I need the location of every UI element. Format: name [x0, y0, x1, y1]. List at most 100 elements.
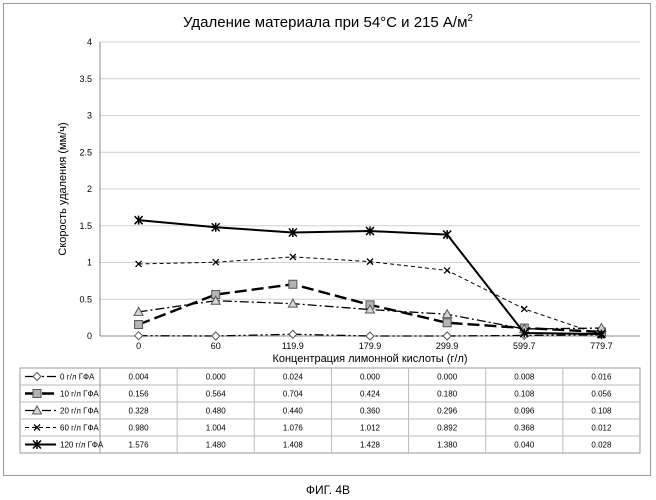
data-point-star: [211, 222, 221, 232]
marker-shape: [288, 279, 298, 289]
legend-key: [25, 424, 56, 431]
data-table: 0 г/л ГФА 0.004 0.000 0.024 0.000 0.000 0.008 0…: [19, 367, 641, 454]
data-point-diamond: [32, 371, 42, 382]
table-cell-value: 1.380: [437, 441, 458, 450]
table-cell-value: 0.056: [591, 390, 612, 399]
table-cell-value: 0.180: [437, 390, 458, 399]
x-tick-label: 0: [136, 341, 141, 351]
data-point-triangle: [441, 308, 453, 319]
data-point-triangle: [210, 295, 222, 305]
data-point-diamond: [442, 331, 452, 341]
table-cell-value: 1.576: [129, 441, 150, 450]
table-cell-value: 0.004: [129, 373, 150, 382]
y-tick-label: 0.5: [79, 294, 92, 304]
marker-shape: [596, 329, 606, 339]
marker-shape: [519, 328, 529, 338]
series-3: [135, 253, 605, 339]
legend-series-name: 20 г/л ГФА: [60, 407, 99, 416]
data-point-star: [519, 328, 529, 338]
y-axis-label: Скорость удаления (мм/ч): [57, 122, 69, 255]
y-tick-label: 2.5: [79, 147, 92, 157]
table-cell-value: 0.108: [591, 407, 612, 416]
data-point-square: [442, 318, 452, 328]
data-point-star: [134, 215, 144, 225]
table-cell-value: 0.296: [437, 407, 458, 416]
table-row: 0 г/л ГФА 0.004 0.000 0.024 0.000 0.000 0.008 0…: [25, 371, 612, 382]
table-cell-value: 0.480: [206, 407, 227, 416]
data-point-triangle: [287, 298, 299, 308]
table-cell-value: 0.704: [283, 390, 304, 399]
table-row: 20 г/л ГФА 0.328 0.480 0.440 0.360 0.296 0.096…: [25, 404, 612, 416]
series-0: [133, 329, 607, 341]
table-cell-value: 0.008: [514, 373, 535, 382]
data-point-triangle: [133, 306, 144, 316]
legend-series-name: 60 г/л ГФА: [60, 424, 99, 433]
data-point-star: [442, 230, 452, 240]
table-cell-value: 0.000: [206, 373, 227, 382]
data-point-x: [135, 260, 143, 268]
y-tick-label: 1.5: [79, 221, 92, 231]
x-axis-label: Концентрация лимонной кислоты (г/л): [272, 353, 467, 365]
marker-shape: [32, 389, 42, 398]
table-cell-value: 1.408: [283, 441, 304, 450]
series-line: [138, 256, 602, 336]
data-point-x: [289, 253, 297, 261]
data-point-x: [366, 258, 374, 266]
y-tick-label: 3: [87, 111, 92, 121]
data-point-star: [365, 226, 375, 236]
legend-series-name: 0 г/л ГФА: [60, 373, 95, 382]
chart-title-text: Удаление материала при 54°С и 215 А/м: [183, 14, 467, 31]
data-point-star: [596, 329, 606, 339]
marker-shape: [441, 308, 453, 319]
marker-shape: [520, 305, 528, 313]
table-cell-value: 0.040: [514, 441, 535, 450]
data-point-x: [33, 424, 41, 431]
data-table-border: [19, 367, 641, 454]
table-cell-value: 0.012: [591, 424, 612, 433]
marker-shape: [32, 371, 42, 382]
table-cell-value: 0.328: [129, 407, 150, 416]
legend-key: [25, 404, 56, 415]
table-cell-value: 0.440: [283, 407, 304, 416]
marker-shape: [134, 215, 144, 225]
marker-shape: [212, 258, 220, 266]
table-cell-value: 0.368: [514, 424, 535, 433]
marker-shape: [287, 298, 299, 308]
table-cell-value: 1.076: [283, 424, 304, 433]
table-cell-value: 1.428: [360, 441, 381, 450]
table-cell-value: 0.016: [591, 373, 612, 382]
legend-key: [25, 371, 56, 382]
chart-frame: [3, 3, 651, 476]
chart-title: Удаление материала при 54°С и 215 А/м2: [183, 13, 473, 31]
data-point-triangle: [364, 304, 376, 314]
marker-shape: [133, 330, 144, 341]
x-tick-label: 119.9: [282, 341, 304, 351]
legend-series-name: 120 г/л ГФА: [60, 441, 104, 450]
y-tick-label: 0: [87, 331, 92, 341]
y-tick-label: 1: [87, 258, 92, 268]
table-row: 60 г/л ГФА 0.980 1.004 1.076 1.012 0.892 0.368…: [25, 424, 612, 433]
table-cell-value: 1.004: [206, 424, 227, 433]
data-point-diamond: [211, 331, 221, 341]
marker-shape: [33, 424, 41, 431]
data-point-diamond: [365, 331, 375, 341]
marker-shape: [365, 331, 375, 341]
marker-shape: [134, 320, 144, 330]
x-tick-label: 779.7: [590, 341, 613, 351]
table-cell-value: 0.000: [360, 373, 381, 382]
marker-shape: [442, 230, 452, 240]
marker-shape: [31, 404, 43, 415]
marker-shape: [211, 331, 221, 341]
x-tick-label: 60: [211, 341, 221, 351]
data-point-square: [32, 389, 42, 398]
figure-caption: ФИГ. 4В: [305, 483, 351, 497]
table-cell-value: 0.424: [360, 390, 381, 399]
legend-series-name: 10 г/л ГФА: [60, 390, 99, 399]
table-cell-value: 0.360: [360, 407, 381, 416]
table-row: 10 г/л ГФА 0.156 0.564 0.704 0.424 0.180 0.108…: [25, 389, 612, 399]
table-cell-value: 0.156: [129, 390, 150, 399]
table-cell-value: 0.564: [206, 390, 227, 399]
marker-shape: [288, 329, 298, 339]
marker-shape: [366, 258, 374, 266]
marker-shape: [211, 222, 221, 232]
